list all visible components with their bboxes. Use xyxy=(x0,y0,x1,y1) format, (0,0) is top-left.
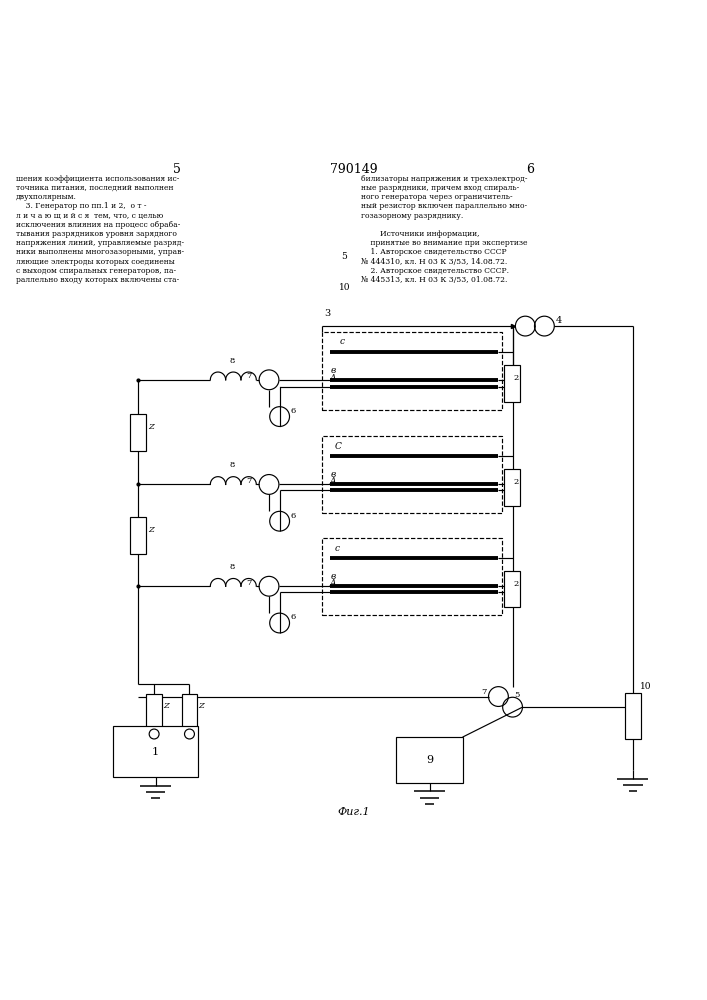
Text: шения коэффициента использования ис-
точника питания, последний выполнен
двухпол: шения коэффициента использования ис- точ… xyxy=(16,175,184,284)
Text: 10: 10 xyxy=(339,283,350,292)
Bar xyxy=(113,726,198,777)
Bar xyxy=(322,538,502,615)
Text: Z: Z xyxy=(199,702,204,710)
Text: A: A xyxy=(330,579,337,588)
Text: 7: 7 xyxy=(246,477,252,485)
Text: 6: 6 xyxy=(526,163,534,176)
Text: 6: 6 xyxy=(291,407,296,415)
Text: 10: 10 xyxy=(640,682,651,691)
Text: 7: 7 xyxy=(246,579,252,587)
Text: c: c xyxy=(339,337,344,346)
Text: 8: 8 xyxy=(230,357,235,365)
Bar xyxy=(130,517,146,554)
Bar xyxy=(625,693,641,739)
Text: 8: 8 xyxy=(230,563,235,571)
Text: Z: Z xyxy=(148,423,153,431)
Text: 1: 1 xyxy=(152,747,159,757)
Text: 2: 2 xyxy=(513,374,518,382)
Text: в: в xyxy=(330,572,335,581)
Bar xyxy=(146,694,162,730)
Text: 790149: 790149 xyxy=(329,163,378,176)
Bar xyxy=(130,414,146,451)
Bar xyxy=(504,571,520,607)
Bar xyxy=(322,436,502,513)
Text: билизаторы напряжения и трехэлектрод-
ные разрядники, причем вход спираль-
ного : билизаторы напряжения и трехэлектрод- ны… xyxy=(361,175,527,284)
Bar xyxy=(182,694,197,730)
Text: 4: 4 xyxy=(556,316,562,325)
Text: A: A xyxy=(330,477,337,486)
Text: 7: 7 xyxy=(481,688,486,696)
Text: Фиг.1: Фиг.1 xyxy=(337,807,370,817)
Text: в: в xyxy=(330,366,335,375)
Bar xyxy=(504,469,520,506)
Text: C: C xyxy=(334,442,341,451)
Text: в: в xyxy=(330,470,335,479)
Text: 6: 6 xyxy=(291,512,296,520)
Text: 9: 9 xyxy=(426,755,433,765)
Text: 3: 3 xyxy=(324,309,330,318)
Text: 5: 5 xyxy=(173,163,181,176)
Bar xyxy=(322,332,502,410)
Text: Z: Z xyxy=(148,526,153,534)
Bar xyxy=(504,365,520,402)
Text: c: c xyxy=(334,544,339,553)
Text: 5: 5 xyxy=(514,691,520,699)
Text: 8: 8 xyxy=(230,461,235,469)
Text: 2: 2 xyxy=(513,478,518,486)
Text: 2: 2 xyxy=(513,580,518,588)
Text: 5: 5 xyxy=(341,252,347,261)
Text: 7: 7 xyxy=(246,372,252,380)
Text: A: A xyxy=(330,374,337,383)
Bar xyxy=(396,737,463,783)
Text: Z: Z xyxy=(163,702,169,710)
Text: 6: 6 xyxy=(291,613,296,621)
